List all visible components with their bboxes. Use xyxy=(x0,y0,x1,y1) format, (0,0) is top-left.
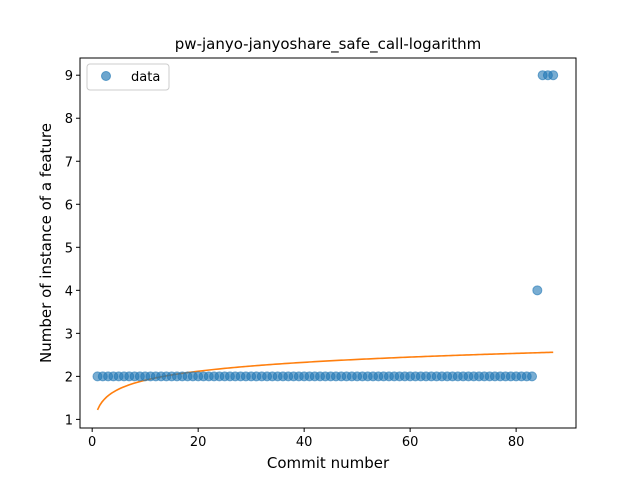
x-tick-label: 80 xyxy=(508,435,525,450)
y-tick-label: 2 xyxy=(65,370,73,385)
x-tick-label: 20 xyxy=(190,435,207,450)
legend: data xyxy=(86,63,170,91)
x-tick-label: 40 xyxy=(296,435,313,450)
legend-box xyxy=(86,63,170,91)
x-axis-label: Commit number xyxy=(267,454,390,472)
y-tick-label: 3 xyxy=(65,327,73,342)
x-axis-ticks: 0 20 40 60 80 xyxy=(88,428,524,450)
y-tick-label: 6 xyxy=(65,198,73,213)
y-tick-label: 5 xyxy=(65,241,73,256)
data-points-layer xyxy=(92,70,559,382)
y-axis-ticks: 1 2 3 4 5 6 7 8 9 xyxy=(65,69,80,428)
chart-title: pw-janyo-janyoshare_safe_call-logarithm xyxy=(175,35,481,54)
x-tick-label: 60 xyxy=(402,435,419,450)
legend-marker-data xyxy=(101,71,111,81)
plot-frame xyxy=(79,57,577,429)
legend-label-data: data xyxy=(131,70,160,85)
y-tick-label: 1 xyxy=(65,413,73,428)
x-tick-label: 0 xyxy=(88,435,96,450)
y-tick-label: 8 xyxy=(65,112,73,127)
y-tick-label: 9 xyxy=(65,69,73,84)
data-point xyxy=(532,285,543,296)
data-point xyxy=(548,70,559,81)
data-point xyxy=(527,371,538,382)
y-tick-label: 4 xyxy=(65,284,73,299)
y-tick-label: 7 xyxy=(65,155,73,170)
y-axis-label: Number of instance of a feature xyxy=(37,123,55,363)
